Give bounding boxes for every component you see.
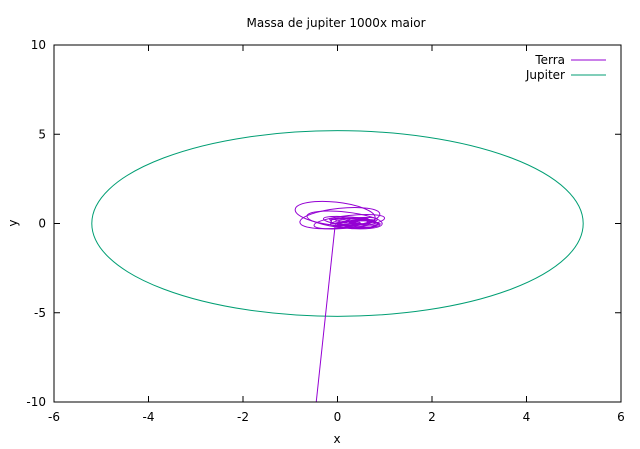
y-tick-label: 5 xyxy=(38,127,46,141)
y-axis: 10 5 0 -5 -10 xyxy=(26,38,621,409)
x-tick-label: 6 xyxy=(617,410,625,424)
y-tick-label: 10 xyxy=(31,38,46,52)
y-tick-label: -10 xyxy=(26,395,46,409)
y-tick-label: 0 xyxy=(38,217,46,231)
legend-label: Jupiter xyxy=(525,68,565,82)
x-tick-label: 0 xyxy=(334,410,342,424)
x-axis: -6 -4 -2 0 2 4 6 xyxy=(48,45,625,424)
series-terra-core xyxy=(328,216,382,230)
x-tick-label: -4 xyxy=(143,410,155,424)
series-layer xyxy=(91,130,584,403)
x-tick-label: 2 xyxy=(428,410,436,424)
y-tick-label: -5 xyxy=(34,306,46,320)
series-jupiter-orbit xyxy=(91,130,584,317)
chart-title: Massa de jupiter 1000x maior xyxy=(246,16,425,30)
legend-label: Terra xyxy=(534,53,565,67)
x-tick-label: -2 xyxy=(237,410,249,424)
x-axis-label: x xyxy=(333,432,340,446)
x-tick-label: 4 xyxy=(523,410,531,424)
x-tick-label: -6 xyxy=(48,410,60,424)
y-axis-label: y xyxy=(6,219,20,226)
series-terra-trail xyxy=(315,225,336,403)
